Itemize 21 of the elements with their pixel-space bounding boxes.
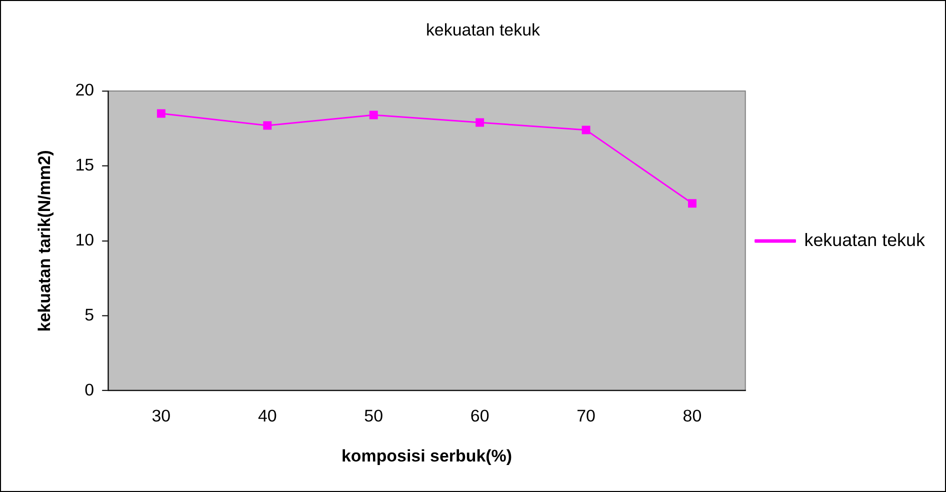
- x-tick-label: 60: [470, 406, 490, 426]
- x-tick-label: 70: [576, 406, 596, 426]
- y-tick-label: 15: [75, 156, 94, 175]
- y-axis-title: kekuatan tarik(N/mm2): [34, 150, 54, 332]
- point: [476, 118, 484, 127]
- y-tick-label: 0: [84, 380, 94, 400]
- x-axis-title: komposisi serbuk(%): [341, 446, 512, 466]
- y-tick-label: 20: [75, 80, 94, 100]
- x-tick-label: 80: [682, 406, 702, 426]
- point: [582, 126, 590, 134]
- point: [263, 121, 272, 130]
- y-tick-label: 5: [84, 305, 94, 324]
- chart-title: kekuatan tekuk: [426, 20, 541, 40]
- x-tick-label: 40: [258, 406, 277, 426]
- y-tick-label: 10: [75, 230, 94, 250]
- legend-label: kekuatan tekuk: [804, 230, 926, 250]
- point: [369, 110, 378, 120]
- point: [688, 199, 696, 208]
- x-tick-label: 30: [152, 406, 171, 426]
- point: [156, 109, 166, 118]
- x-tick-label: 50: [364, 406, 384, 426]
